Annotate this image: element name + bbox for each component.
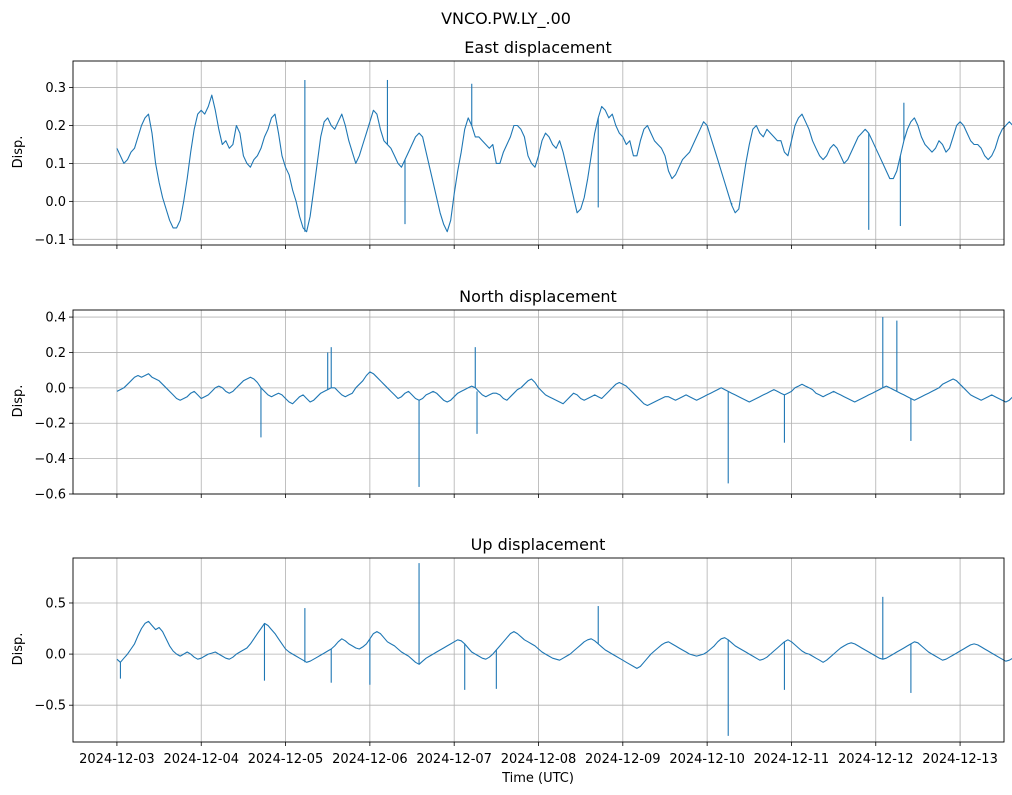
- x-tick-label: 2024-12-11: [754, 752, 830, 767]
- y-tick-label: 0.2: [45, 346, 66, 361]
- panel-title: East displacement: [464, 38, 611, 57]
- panel-title: Up displacement: [471, 535, 606, 554]
- panel-title: North displacement: [459, 287, 617, 306]
- y-tick-label: −0.4: [34, 452, 66, 467]
- y-tick-label: 0.4: [45, 311, 66, 326]
- y-tick-label: 0.5: [45, 596, 66, 611]
- x-tick-label: 2024-12-12: [838, 752, 914, 767]
- figure-title: VNCO.PW.LY_.00: [441, 9, 571, 29]
- y-tick-label: −0.6: [34, 488, 66, 503]
- x-tick-label: 2024-12-05: [248, 752, 324, 767]
- y-tick-label: 0.0: [45, 648, 66, 663]
- series-line: [116, 620, 1012, 669]
- y-tick-label: −0.1: [34, 233, 66, 248]
- x-tick-label: 2024-12-03: [79, 752, 155, 767]
- east-displacement-panel: East displacement Disp. −0.1 0.0 0.1 0.2 0.3: [11, 38, 1012, 249]
- y-tick-label: −0.5: [34, 699, 66, 714]
- y-axis-label: Disp.: [11, 633, 26, 666]
- y-axis-label: Disp.: [11, 385, 26, 418]
- x-tick-label: 2024-12-07: [416, 752, 492, 767]
- up-displacement-panel: Up displacement Disp. 2024-12-03 2024-12-…: [11, 535, 1012, 767]
- axes-frame: [72, 60, 1005, 246]
- y-tick-label: 0.3: [45, 81, 66, 96]
- x-tick-label: 2024-12-06: [332, 752, 408, 767]
- x-tick-label: 2024-12-09: [585, 752, 661, 767]
- axes-frame: [72, 557, 1005, 743]
- x-tick-label: 2024-12-13: [922, 752, 998, 767]
- north-displacement-panel: North displacement Disp. −0.6 −0.4 −0.2 0.0…: [11, 287, 1012, 503]
- y-tick-label: −0.2: [34, 417, 66, 432]
- axes-frame: [72, 309, 1005, 495]
- x-axis-label: Time (UTC): [501, 771, 574, 786]
- x-tick-label: 2024-12-04: [163, 752, 239, 767]
- series-line: [116, 94, 1012, 233]
- x-tick-label: 2024-12-08: [501, 752, 577, 767]
- y-tick-label: 0.2: [45, 119, 66, 134]
- y-tick-label: 0.0: [45, 195, 66, 210]
- y-tick-label: 0.0: [45, 381, 66, 396]
- x-tick-label: 2024-12-10: [669, 752, 745, 767]
- y-tick-label: 0.1: [45, 157, 66, 172]
- y-axis-label: Disp.: [11, 136, 26, 169]
